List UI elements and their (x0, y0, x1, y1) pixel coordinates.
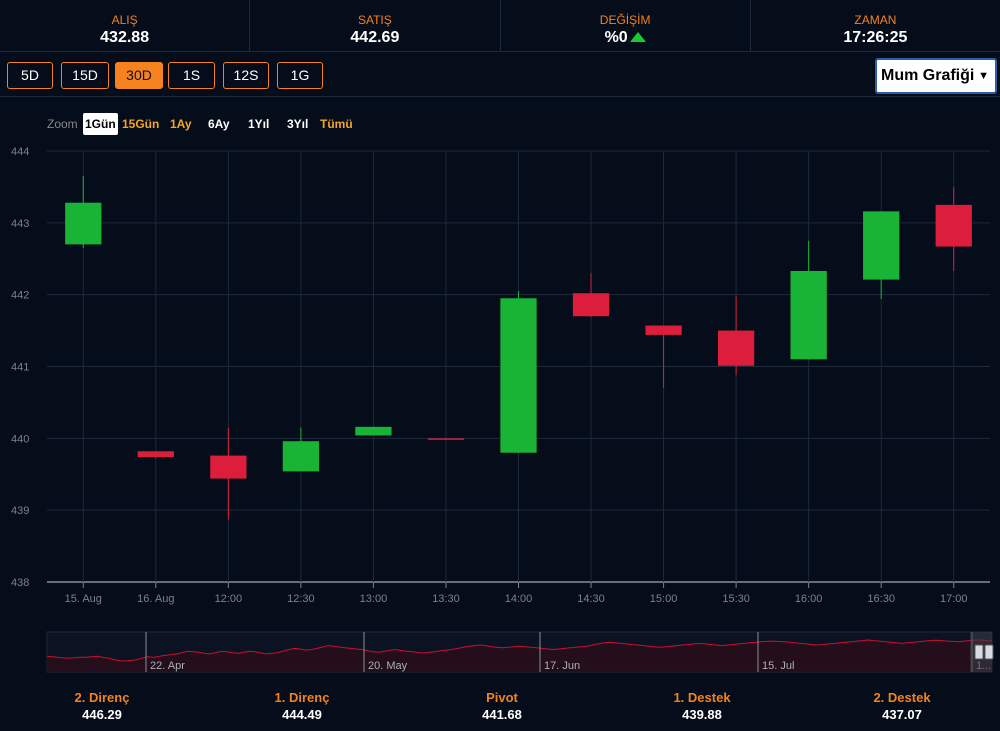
navigator-handle (984, 644, 994, 660)
pivot-point-label: Pivot (486, 690, 518, 705)
x-tick-label: 12:30 (287, 593, 315, 605)
y-tick-label: 442 (11, 290, 29, 302)
candle-body-down (935, 204, 972, 247)
candle-body-up (282, 441, 320, 472)
candles (65, 176, 972, 520)
pivot-support-2-label: 2. Destek (873, 690, 931, 705)
pivot-point: Pivot 441.68 (432, 690, 572, 723)
stat-change: DEĞİŞİM %0 (501, 0, 751, 51)
navigator-line (46, 639, 993, 662)
zoom-button-tumu[interactable]: Tümü (320, 117, 353, 131)
candle-body-up (355, 426, 392, 436)
candle-body-down (572, 293, 610, 317)
pivot-resistance-2-value: 446.29 (82, 707, 122, 722)
x-tick-label: 16. Aug (137, 593, 174, 605)
candle-body-down (137, 451, 174, 458)
stat-bid: ALIŞ 432.88 (0, 0, 251, 51)
pivot-support-1-value: 439.88 (682, 707, 722, 722)
stat-time-value: 17:26:25 (843, 29, 908, 46)
navigator-label: 20. May (368, 660, 408, 672)
candle-body-up (863, 211, 900, 280)
pivot-support-1: 1. Destek 439.88 (632, 690, 772, 723)
x-tick-label: 12:00 (215, 593, 243, 605)
stat-bid-label: ALIŞ (111, 13, 138, 27)
zoom-label: Zoom (47, 117, 78, 131)
candle-body-down (210, 455, 247, 479)
zoom-button-3yil[interactable]: 3Yıl (287, 117, 309, 131)
zoom-button-1ay[interactable]: 1Ay (170, 117, 192, 131)
navigator-label: 22. Apr (150, 660, 185, 672)
stat-change-label: DEĞİŞİM (599, 13, 651, 27)
y-tick-label: 441 (11, 362, 29, 374)
candle-body-down (717, 330, 755, 366)
stat-change-row: %0 (501, 28, 750, 48)
y-tick-label: 440 (11, 433, 29, 445)
chart-type-select-value: Mum Grafiği (881, 67, 975, 84)
x-tick-label: 13:30 (432, 593, 460, 605)
stat-bid-value: 432.88 (100, 29, 150, 46)
up-arrow-icon (629, 32, 646, 42)
x-axis: 15. Aug 16. Aug 12:00 12:30 13:00 13:30 14:00 1… (65, 582, 968, 605)
candle-body-up (65, 202, 102, 245)
x-tick-label: 15. Aug (65, 593, 102, 605)
x-tick-label: 14:30 (577, 593, 605, 605)
x-tick-label: 17:00 (940, 593, 968, 605)
pivot-resistance-1: 1. Direnç 444.49 (232, 690, 372, 723)
stat-ask-value: 442.69 (350, 29, 400, 46)
candle-body-down (645, 325, 682, 335)
navigator-handle (974, 644, 984, 660)
candle-body-down (427, 438, 465, 440)
pivot-levels: 2. Direnç 446.29 1. Direnç 444.49 Pivot … (0, 690, 1000, 726)
zoom-button-6ay[interactable]: 6Ay (208, 117, 230, 131)
stat-time-label: ZAMAN (854, 13, 897, 27)
pivot-resistance-1-value: 444.49 (282, 707, 322, 722)
period-button-1s[interactable]: 1S (168, 62, 215, 89)
stat-ask: SATIŞ 442.69 (250, 0, 501, 51)
y-tick-label: 439 (11, 505, 29, 517)
x-tick-label: 16:00 (795, 593, 823, 605)
pivot-support-2-value: 437.07 (882, 707, 922, 722)
period-button-30d[interactable]: 30D (115, 62, 163, 89)
period-button-12s[interactable]: 12S (223, 62, 269, 89)
stat-change-value: %0 (604, 29, 628, 46)
pivot-support-2: 2. Destek 437.07 (832, 690, 972, 723)
period-toolbar: 5D 15D 30D 1S 12S 1G Mum Grafiği ▼ (0, 53, 1000, 97)
pivot-resistance-1-label: 1. Direnç (274, 690, 330, 705)
y-tick-label: 443 (11, 218, 29, 230)
x-tick-label: 13:00 (360, 593, 388, 605)
period-button-15d[interactable]: 15D (61, 62, 109, 89)
navigator-label: 15. Jul (762, 660, 794, 672)
zoom-button-1gun[interactable]: 1Gün (83, 113, 118, 135)
pivot-support-1-label: 1. Destek (673, 690, 731, 705)
candle-body-up (790, 270, 827, 360)
dropdown-arrow-icon: ▼ (978, 70, 989, 82)
zoom-button-15gun[interactable]: 15Gün (122, 117, 160, 131)
stat-ask-label: SATIŞ (357, 13, 392, 27)
y-tick-label: 438 (11, 577, 29, 589)
pivot-resistance-2: 2. Direnç 446.29 (32, 690, 172, 723)
x-tick-label: 14:00 (505, 593, 533, 605)
navigator-label: 17. Jun (544, 660, 580, 672)
y-tick-label: 444 (11, 146, 29, 158)
candle-body-up (500, 298, 537, 453)
y-axis: 438 439 440 441 442 443 444 (11, 146, 29, 589)
x-tick-label: 16:30 (867, 593, 895, 605)
stat-time: ZAMAN 17:26:25 (751, 0, 1000, 51)
stats-bar: ALIŞ 432.88 SATIŞ 442.69 DEĞİŞİM %0 ZAMA… (0, 0, 1000, 52)
zoom-button-1yil[interactable]: 1Yıl (248, 117, 270, 131)
pivot-resistance-2-label: 2. Direnç (74, 690, 130, 705)
period-button-5d[interactable]: 5D (7, 62, 53, 89)
chart-type-select[interactable]: Mum Grafiği ▼ (875, 58, 997, 94)
x-tick-label: 15:30 (722, 593, 750, 605)
navigator-area (47, 640, 992, 672)
x-tick-label: 15:00 (650, 593, 678, 605)
pivot-point-value: 441.68 (482, 707, 522, 722)
candlestick-chart: 438 439 440 441 442 443 444 15. Aug 16. Aug 12:0… (11, 146, 994, 673)
period-button-1g[interactable]: 1G (277, 62, 323, 89)
